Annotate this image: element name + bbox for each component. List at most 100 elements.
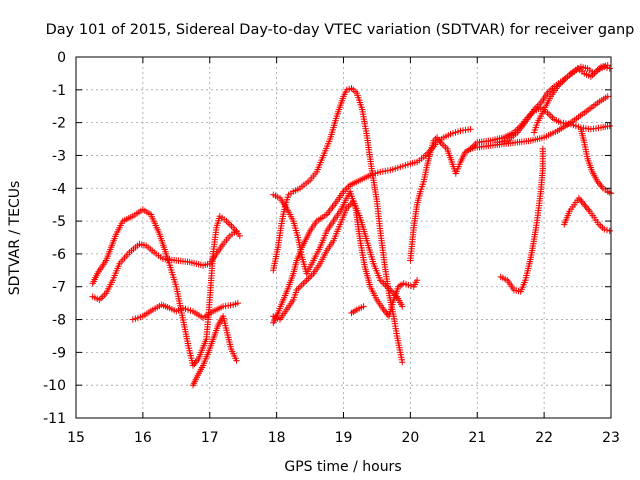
data-point [97,295,105,302]
data-point [223,217,230,225]
y-tick-label: -2 [52,116,66,132]
data-point [601,63,608,70]
series-arc-16 [577,126,615,197]
data-point [224,219,232,226]
data-point [547,112,554,120]
x-tick-label: 18 [268,430,286,446]
data-point [233,227,240,235]
data-point [578,198,585,205]
data-point [440,142,447,149]
data-point [380,306,387,313]
data-point [535,101,543,108]
data-point [592,68,600,75]
data-point [467,126,474,133]
data-point [544,109,551,116]
data-point [561,76,568,84]
data-point [413,277,421,284]
data-point [539,145,546,153]
data-point [603,226,611,234]
data-point [390,290,397,297]
data-point [399,303,406,310]
y-tick-label: -8 [52,313,66,329]
series-arc-1 [89,206,243,369]
series-arc-10 [407,93,611,264]
data-point [342,186,349,194]
data-point [469,144,476,151]
data-point [236,232,243,240]
x-tick-label: 23 [602,430,620,446]
y-tick-label: -7 [52,280,66,296]
data-point [604,188,611,195]
data-point [583,204,591,212]
data-point [422,152,429,159]
data-point [308,272,315,279]
x-tick-label: 19 [335,430,353,446]
data-point [606,122,613,130]
data-point [99,293,106,300]
data-point [577,196,584,203]
data-point [407,282,415,290]
x-tick-label: 17 [201,430,219,446]
x-tick-label: 20 [401,430,419,446]
data-point [233,357,240,364]
data-point [562,75,570,82]
data-point [399,359,406,366]
data-point [467,145,474,153]
data-point [604,93,611,100]
y-axis-label: SDTVAR / TECUs [7,181,23,296]
x-tick-label: 16 [134,430,152,446]
data-point [306,273,314,281]
series-arc-9 [348,303,367,317]
data-point [545,111,553,118]
x-tick-label: 22 [535,430,553,446]
data-point [228,222,235,230]
data-point [594,178,601,185]
data-point [581,201,588,208]
data-point [296,283,304,290]
data-point [300,280,307,287]
x-tick-label: 21 [468,430,486,446]
data-point [226,221,233,228]
data-point [606,65,613,72]
series-arc-6 [270,188,421,320]
data-point [601,226,608,233]
data-point [298,281,305,289]
series-arc-5 [270,85,406,366]
data-point [585,206,592,213]
data-point [606,227,613,235]
series-arc-3 [129,299,241,323]
y-tick-label: -11 [43,411,66,427]
data-point [559,78,566,85]
y-tick-label: -4 [52,181,66,197]
data-point [392,291,399,299]
x-tick-label: 15 [67,430,85,446]
data-point [303,277,310,284]
y-tick-label: -10 [43,378,66,394]
series-arc-15 [561,194,613,235]
data-point [556,81,563,89]
y-tick-label: -1 [52,83,66,99]
data-point [101,291,108,299]
data-point [603,64,611,71]
data-point [234,299,241,307]
data-point [301,278,309,285]
y-tick-label: -6 [52,247,66,263]
x-axis-label: GPS time / hours [284,459,401,475]
data-point [432,135,439,143]
axis-ticks: 15 16 17 18 19 20 21 22 23 0 -1 -2 -3 -4 -5 -6 -7 -8 -9 -10… [43,50,620,446]
series-arc-4 [189,313,240,389]
data-point [305,275,312,282]
data-point [383,309,390,317]
data-points [89,62,615,389]
data-point [544,89,551,97]
data-point [189,362,197,369]
data-point [597,181,604,189]
series-arc-2 [89,227,240,304]
data-point [534,103,541,110]
data-point [545,88,553,95]
series-arc-13 [530,63,613,136]
y-tick-label: -5 [52,214,66,230]
data-point [378,278,386,285]
data-point [589,71,596,79]
